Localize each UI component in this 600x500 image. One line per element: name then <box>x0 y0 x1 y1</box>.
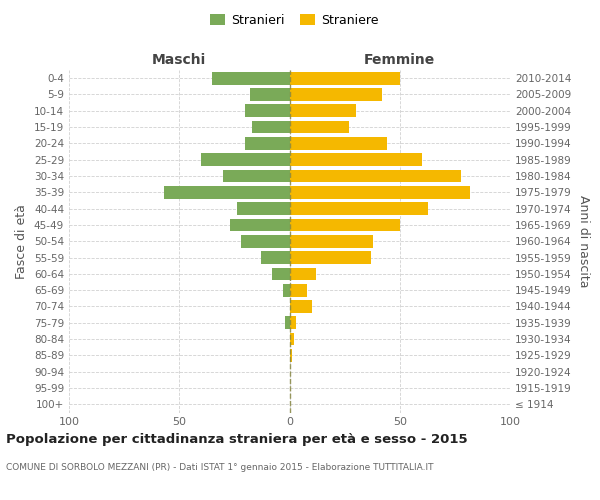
Bar <box>290 235 373 248</box>
Bar <box>212 72 290 85</box>
Text: Femmine: Femmine <box>364 54 436 68</box>
Bar <box>245 104 290 117</box>
Y-axis label: Fasce di età: Fasce di età <box>16 204 28 279</box>
Legend: Stranieri, Straniere: Stranieri, Straniere <box>205 8 383 32</box>
Bar <box>290 349 292 362</box>
Bar <box>290 104 356 117</box>
Bar <box>285 316 290 329</box>
Bar <box>252 120 290 134</box>
Y-axis label: Anni di nascita: Anni di nascita <box>577 195 590 288</box>
Bar <box>223 170 290 182</box>
Bar <box>283 284 290 296</box>
Bar <box>290 268 316 280</box>
Bar <box>241 235 290 248</box>
Bar <box>230 218 290 232</box>
Bar <box>202 154 290 166</box>
Bar <box>290 316 296 329</box>
Bar <box>290 202 428 215</box>
Bar <box>290 186 470 198</box>
Bar <box>290 88 382 101</box>
Text: Maschi: Maschi <box>152 54 206 68</box>
Bar <box>290 170 461 182</box>
Bar <box>290 154 422 166</box>
Bar <box>272 268 290 280</box>
Bar <box>290 332 294 345</box>
Bar <box>164 186 290 198</box>
Bar <box>250 88 290 101</box>
Bar <box>290 72 400 85</box>
Bar <box>290 120 349 134</box>
Bar <box>236 202 290 215</box>
Bar <box>290 137 386 150</box>
Bar <box>245 137 290 150</box>
Bar <box>290 251 371 264</box>
Bar <box>261 251 290 264</box>
Text: COMUNE DI SORBOLO MEZZANI (PR) - Dati ISTAT 1° gennaio 2015 - Elaborazione TUTTI: COMUNE DI SORBOLO MEZZANI (PR) - Dati IS… <box>6 462 433 471</box>
Bar <box>290 218 400 232</box>
Text: Popolazione per cittadinanza straniera per età e sesso - 2015: Popolazione per cittadinanza straniera p… <box>6 432 467 446</box>
Bar <box>290 284 307 296</box>
Bar <box>290 300 311 313</box>
